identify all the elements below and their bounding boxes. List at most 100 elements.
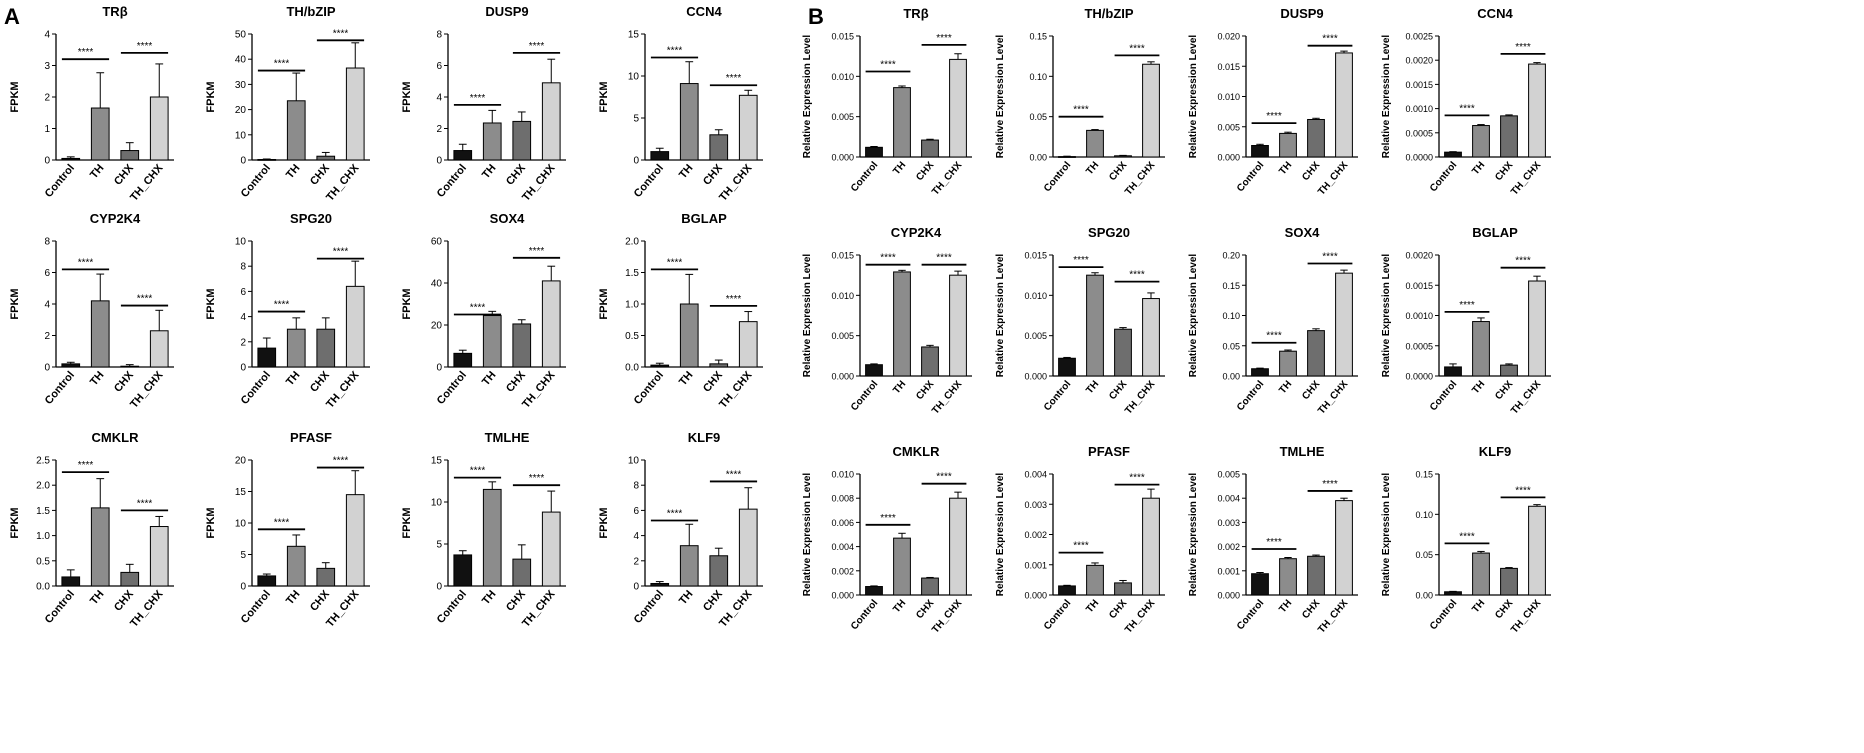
- y-tick-label: 0: [436, 363, 442, 374]
- significance-label: ****: [470, 303, 486, 314]
- chart-title: CYP2K4: [891, 225, 942, 240]
- significance-label: ****: [1515, 485, 1531, 496]
- y-axis-label: FPKM: [205, 81, 217, 112]
- y-tick-label: 0: [240, 582, 246, 593]
- bar-control: [61, 576, 81, 587]
- significance-label: ****: [333, 28, 349, 39]
- y-tick-label: 20: [235, 105, 247, 116]
- significance-label: ****: [1266, 111, 1282, 122]
- chart-1-10: TMLHE 0.000 0.001 0.002 0.003 0.004 0.005 Relat…: [1188, 444, 1358, 636]
- bar-chx: [921, 346, 939, 377]
- x-tick-label: CHX: [701, 588, 726, 614]
- bar-th: [1086, 564, 1104, 596]
- x-tick-label: Control: [632, 369, 666, 407]
- bar-chx: [120, 150, 140, 161]
- significance-label: ****: [529, 41, 545, 52]
- significance-label: ****: [1073, 105, 1089, 116]
- y-axis-label: FPKM: [598, 507, 610, 538]
- x-tick-label: Control: [1235, 160, 1266, 194]
- bar-chx: [1114, 328, 1132, 377]
- significance-label: ****: [137, 41, 153, 52]
- significance-label: ****: [529, 473, 545, 484]
- y-tick-label: 0.10: [1222, 311, 1240, 321]
- y-tick-label: 0.010: [831, 72, 854, 82]
- y-tick-label: 0.000: [1217, 591, 1240, 601]
- bar-chx: [512, 120, 532, 161]
- y-axis-label: FPKM: [401, 288, 413, 319]
- y-axis-label: FPKM: [598, 81, 610, 112]
- y-tick-label: 0.0005: [1405, 128, 1433, 138]
- significance-label: ****: [274, 517, 290, 528]
- bar-th: [90, 300, 110, 368]
- y-tick-label: 10: [431, 498, 443, 509]
- y-tick-label: 1.5: [625, 268, 639, 279]
- bar-chx: [709, 363, 729, 368]
- bar-th-chx: [149, 96, 169, 161]
- y-tick-label: 0.15: [1029, 32, 1047, 42]
- significance-label: ****: [667, 508, 683, 519]
- bar-th-chx: [345, 285, 365, 368]
- bar-control: [1444, 366, 1462, 377]
- chart-1-4: CYP2K4 0.000 0.005 0.010 0.015 Relative Expre…: [802, 225, 972, 417]
- y-tick-label: 0: [436, 582, 442, 593]
- x-tick-label: CHX: [1493, 379, 1515, 402]
- x-tick-label: TH: [1277, 598, 1294, 615]
- y-tick-label: 0.005: [1217, 470, 1240, 480]
- y-tick-label: 10: [235, 130, 247, 141]
- y-tick-label: 0.00: [1029, 153, 1047, 163]
- significance-label: ****: [936, 472, 952, 483]
- x-tick-label: TH: [1084, 160, 1101, 177]
- y-tick-label: 2: [44, 93, 50, 104]
- x-tick-label: TH_CHX: [1123, 160, 1157, 198]
- bar-th-chx: [1142, 497, 1160, 596]
- significance-label: ****: [470, 466, 486, 477]
- chart-title: DUSP9: [1280, 6, 1323, 21]
- significance-label: ****: [880, 513, 896, 524]
- panel-b-letter: B: [808, 4, 824, 29]
- y-tick-label: 40: [235, 55, 247, 66]
- x-tick-label: TH: [1470, 379, 1487, 396]
- y-tick-label: 0: [633, 582, 639, 593]
- x-tick-label: CHX: [1493, 160, 1515, 183]
- y-tick-label: 0.0025: [1405, 32, 1433, 42]
- y-axis-label: Relative Expression Level: [1188, 35, 1199, 159]
- chart-title: CMKLR: [92, 430, 140, 445]
- y-tick-label: 0.005: [1217, 122, 1240, 132]
- bar-control: [650, 364, 670, 368]
- significance-label: ****: [274, 300, 290, 311]
- y-tick-label: 0.000: [831, 591, 854, 601]
- bar-chx: [1500, 567, 1518, 596]
- bar-chx: [120, 365, 140, 368]
- x-tick-label: Control: [849, 379, 880, 413]
- significance-label: ****: [667, 257, 683, 268]
- x-tick-label: TH_CHX: [1509, 160, 1543, 198]
- y-tick-label: 6: [633, 506, 639, 517]
- x-tick-label: TH: [88, 588, 107, 607]
- x-tick-label: Control: [43, 369, 77, 407]
- y-tick-label: 30: [235, 80, 247, 91]
- bar-th-chx: [541, 511, 561, 587]
- bar-control: [1058, 156, 1076, 158]
- y-tick-label: 8: [44, 237, 50, 248]
- y-tick-label: 60: [431, 237, 443, 248]
- y-tick-label: 0.003: [1217, 518, 1240, 528]
- bar-th: [893, 537, 911, 596]
- y-tick-label: 4: [633, 531, 639, 542]
- y-tick-label: 2.5: [36, 456, 50, 467]
- y-tick-label: 0.0010: [1405, 311, 1433, 321]
- significance-label: ****: [726, 469, 742, 480]
- x-tick-label: Control: [1042, 598, 1073, 632]
- y-tick-label: 1.0: [36, 531, 50, 542]
- x-tick-label: TH: [480, 162, 499, 181]
- y-tick-label: 0.05: [1222, 341, 1240, 351]
- y-tick-label: 0.5: [36, 556, 50, 567]
- y-tick-label: 10: [235, 237, 247, 248]
- significance-label: ****: [726, 294, 742, 305]
- bar-chx: [1500, 115, 1518, 158]
- x-tick-label: CHX: [914, 598, 936, 621]
- y-tick-label: 4: [240, 312, 246, 323]
- y-tick-label: 4: [44, 30, 50, 41]
